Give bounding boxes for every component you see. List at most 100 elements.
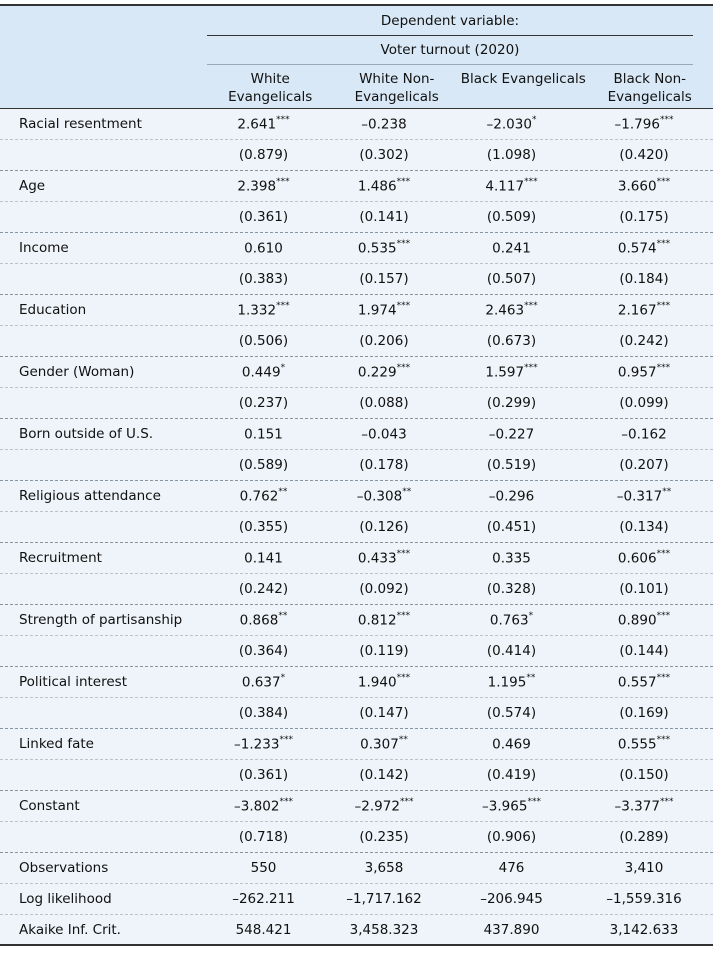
table-cell: 0.469 [448,736,575,753]
cell-value: 3,658 [364,860,404,876]
significance-stars: ** [278,610,288,621]
table-cell: 0.151 [207,426,320,442]
significance-stars: * [528,610,534,621]
row-label: Income [19,240,69,256]
table-cell: (0.383) [207,271,320,287]
standard-error-row: (0.242) (0.092) (0.328) (0.101) [0,574,713,605]
table-cell: (0.355) [207,519,320,535]
table-cell: 2.167*** [575,301,713,319]
standard-error-row: (0.718) (0.235) (0.906) (0.289) [0,822,713,853]
cell-value: 2.641 [237,116,277,133]
significance-stars: ** [526,672,536,683]
table-cell: 0.449* [207,363,320,381]
cell-value: (0.101) [619,581,669,597]
cell-value: (0.589) [238,457,289,473]
cell-value: (0.361) [238,209,289,225]
significance-stars: *** [524,362,538,373]
table-cell: (0.142) [320,767,448,783]
cell-value: 0.868 [239,612,279,629]
table-cell: –1,559.316 [575,891,713,907]
cell-value: –3.802 [234,798,280,815]
table-cell: 0.141 [207,550,320,566]
column-headers: White Evangelicals White Non-Evangelicals… [207,68,713,108]
table-cell: –3.377*** [575,797,713,815]
cell-value: (0.364) [238,643,289,659]
cell-value: 0.812 [357,612,397,629]
significance-stars: * [280,672,286,683]
significance-stars: *** [656,610,671,621]
cell-value: (0.302) [359,147,409,163]
table-cell: (0.092) [320,581,448,597]
cell-value: (0.384) [238,705,289,721]
cell-value: 1.195 [487,674,527,691]
table-cell: –1.233*** [207,734,320,753]
cell-value: (0.451) [486,519,537,535]
cell-value: 0.610 [244,240,283,257]
table-cell: (0.451) [448,519,575,535]
cell-value: 2.167 [617,302,657,319]
table-cell: (0.419) [448,767,575,783]
table-cell: 0.335 [448,550,575,566]
significance-stars: *** [527,796,541,807]
standard-error-row: (0.879) (0.302) (1.098) (0.420) [0,140,713,171]
cell-value: –1.796 [614,116,660,133]
cell-value: (0.119) [359,643,409,659]
significance-stars: *** [279,734,293,745]
table-cell: 550 [207,860,320,876]
row-label: Political interest [19,674,127,690]
cell-value: (0.099) [619,395,669,411]
row-label: Linked fate [19,736,94,752]
cell-value: –2.030 [486,116,532,133]
significance-stars: *** [656,734,671,745]
top-rule [0,4,713,6]
cell-value: 0.606 [617,550,657,567]
table-cell: (0.101) [575,581,713,597]
cell-value: (0.092) [359,581,409,597]
table-cell: –0.227 [448,426,575,442]
cell-value: (0.509) [486,209,537,225]
table-cell: –0.296 [448,488,575,504]
cell-value: (0.134) [619,519,669,535]
column-header: White Evangelicals [228,71,313,105]
table-cell: –1,717.162 [320,891,448,907]
table-cell: –1.796*** [575,115,713,133]
row-label: Log likelihood [19,891,112,907]
cell-value: (0.141) [359,209,409,225]
statistic-row: Observations 550 3,658 476 3,410 [0,853,713,884]
cell-value: (0.519) [486,457,537,473]
cell-value: 2.463 [485,302,525,319]
cell-value: (1.098) [486,147,537,163]
table-cell: (0.237) [207,395,320,411]
cell-value: (0.420) [619,147,669,163]
table-cell: (0.184) [575,271,713,287]
significance-stars: *** [276,176,290,187]
table-cell: (0.574) [448,705,575,721]
table-cell: (0.673) [448,333,575,349]
significance-stars: *** [656,548,671,559]
cell-value: 0.469 [492,736,531,753]
row-label: Gender (Woman) [19,364,135,380]
cell-value: –1,559.316 [606,891,682,907]
cell-value: 0.229 [357,364,397,381]
table-cell: 0.229*** [320,363,448,381]
table-cell: (0.299) [448,395,575,411]
table-cell: (0.906) [448,829,575,845]
table-cell: –2.030* [448,115,575,133]
cell-value: (0.126) [359,519,409,535]
cell-value: 437.890 [483,921,540,938]
table-cell: 0.762** [207,487,320,505]
cell-value: 0.762 [239,488,279,505]
coefficient-row: Linked fate –1.233*** 0.307** 0.469 0.555*** [0,729,713,760]
cell-value: (0.506) [238,333,289,349]
cell-value: –262.211 [232,891,295,907]
table-cell: (1.098) [448,147,575,163]
table-cell: –0.162 [575,426,713,442]
table-cell: –3.802*** [207,797,320,815]
table-cell: (0.134) [575,519,713,535]
table-cell: 0.574*** [575,239,713,257]
table-cell: 1.486*** [320,177,448,195]
cell-value: (0.157) [359,271,409,287]
table-cell: (0.119) [320,643,448,659]
cell-value: 0.241 [492,240,531,257]
table-cell: (0.414) [448,643,575,659]
